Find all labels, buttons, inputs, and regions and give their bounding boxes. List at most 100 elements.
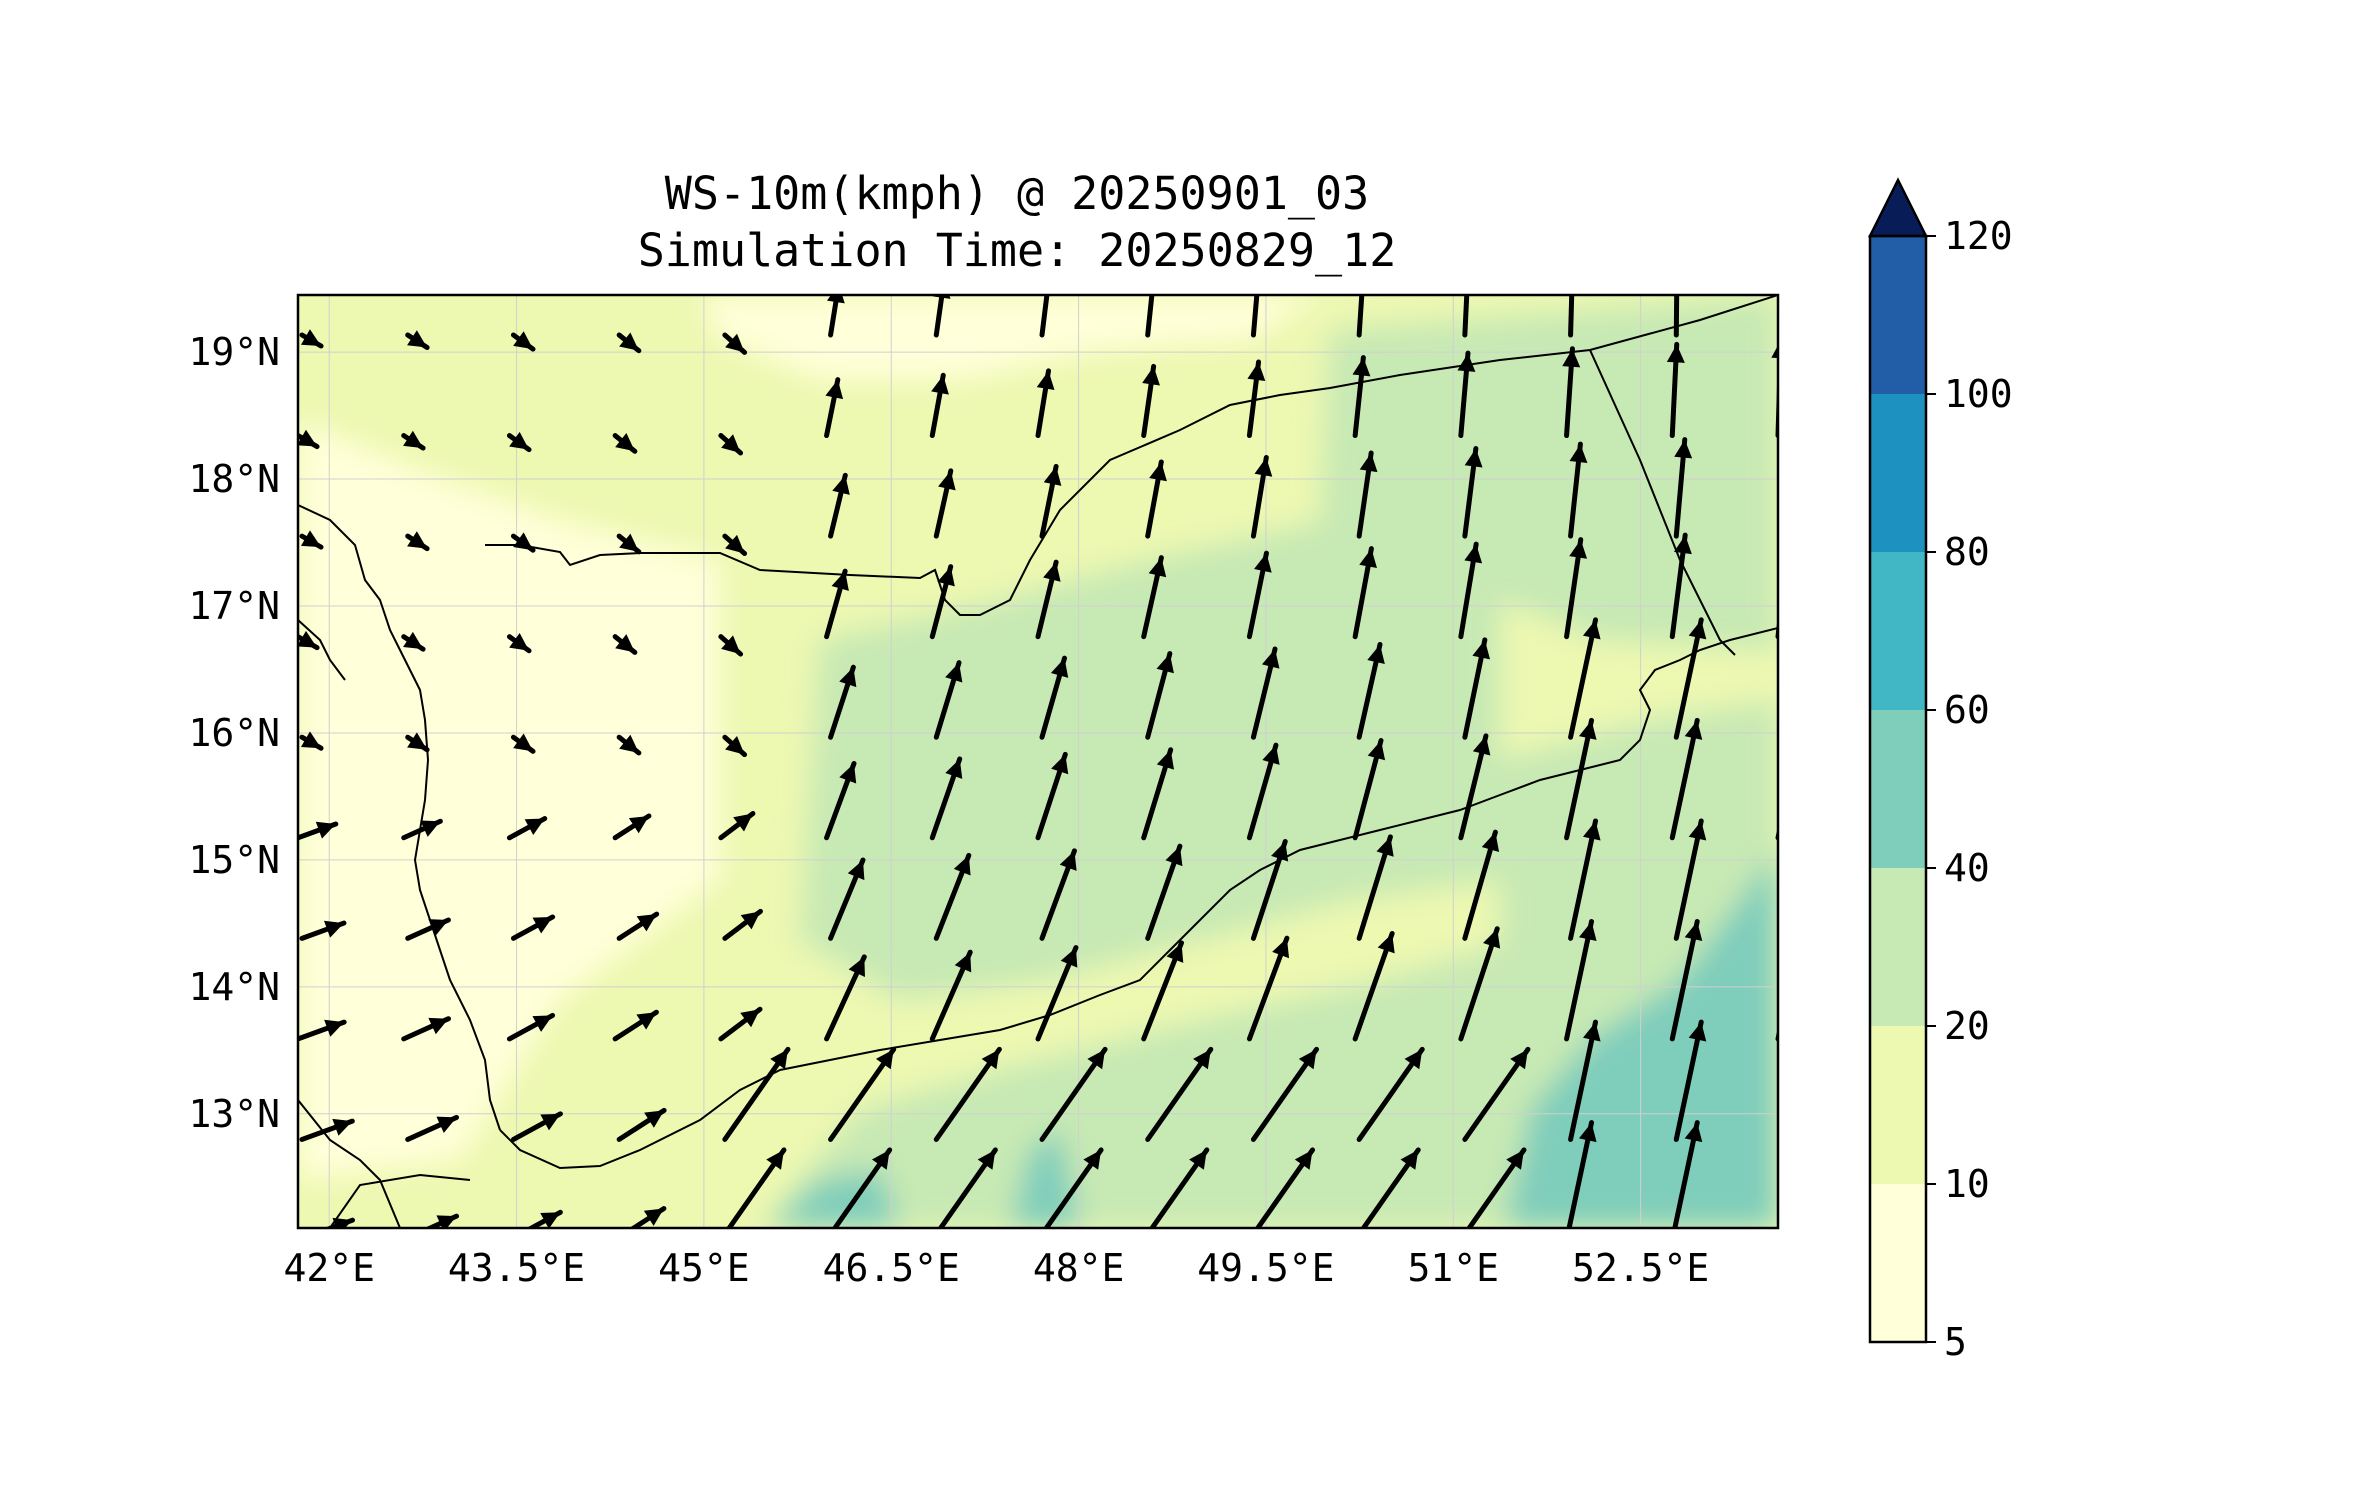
lat-tick-label: 15°N (188, 838, 280, 882)
wind-arrow-head (1156, 653, 1174, 674)
wind-arrow-head (1165, 846, 1183, 867)
wind-arrow-head (1684, 1122, 1703, 1143)
wind-arrow-head (1472, 735, 1491, 756)
wind-arrow-shaft (1462, 295, 1470, 338)
lat-tick-label: 17°N (188, 584, 280, 628)
wind-arrow-head (615, 634, 635, 653)
wind-arrow-head (1510, 1049, 1528, 1070)
wind-arrow-head (981, 1049, 1000, 1070)
wind-arrow-head (1247, 361, 1266, 381)
wind-arrow-head (619, 332, 639, 351)
wind-arrow-head (938, 470, 956, 491)
wind-arrow-head (1459, 258, 1477, 276)
wind-arrow-head (825, 379, 844, 400)
wind-arrow-shaft (933, 1046, 1002, 1142)
wind-arrow-head (740, 911, 761, 930)
wind-arrow-head (1043, 466, 1062, 486)
wind-arrow-head (977, 1149, 996, 1170)
wind-arrow-shaft (831, 1147, 893, 1228)
wind-arrow-head (323, 920, 344, 938)
wind-arrow-shaft (1669, 919, 1700, 1042)
colorbar-tick-label: 40 (1944, 846, 1990, 890)
wind-arrow-shaft (1566, 1120, 1595, 1228)
moderate-band-northeast (1320, 295, 1778, 650)
colorbar-tick-label: 100 (1944, 372, 2013, 416)
wind-arrow-head (513, 532, 534, 551)
colorbar-segment (1870, 236, 1926, 394)
lon-tick-label: 49.5°E (1197, 1246, 1334, 1290)
wind-arrow-head (540, 1212, 561, 1228)
wind-arrow-shaft (1782, 435, 1789, 536)
wind-arrow-head (1794, 1022, 1812, 1041)
calm-region-north (700, 295, 1320, 380)
wind-arrow-head (1087, 1049, 1106, 1070)
wind-arrow-head (1148, 557, 1167, 578)
wind-arrow-head (1563, 254, 1581, 272)
colorbar-segment (1870, 394, 1926, 552)
wind-arrow-head (945, 662, 963, 683)
wind-arrow-head (300, 530, 322, 548)
wind-arrow-shaft (1673, 1019, 1704, 1142)
wind-arrow-head (1036, 370, 1055, 391)
wind-arrow-shaft (1254, 1147, 1316, 1228)
colorbar-frame (1868, 234, 1928, 1344)
wind-arrow-head (1582, 619, 1601, 640)
wind-arrow-head (721, 635, 741, 655)
wind-arrow-head (1156, 749, 1175, 770)
wind-arrow-head (1472, 639, 1491, 660)
colorbar-tick-label: 20 (1944, 1004, 1990, 1048)
wind-arrow-shaft (1352, 930, 1395, 1042)
wind-arrow-head (839, 667, 857, 688)
wind-arrow-head (1464, 448, 1483, 468)
title-line-1: WS-10m(kmph) @ 20250901_03 (665, 167, 1369, 220)
colorbar-segment (1870, 868, 1926, 1026)
wind-arrow-shaft (937, 1147, 998, 1228)
wind-arrow-head (509, 632, 530, 651)
wind-arrow-head (1050, 658, 1069, 678)
wind-arrow-head (1794, 620, 1812, 639)
colorbar-extend-arrow (1867, 177, 1929, 238)
wind-arrow-shaft (933, 295, 945, 338)
wind-arrow-head (826, 295, 845, 304)
wind-arrow-head (1771, 345, 1778, 358)
wind-arrow-head (407, 531, 428, 549)
wind-arrow-head (1684, 720, 1703, 740)
coastline-red-sea (298, 504, 501, 1131)
lon-tick-label: 43.5°E (448, 1246, 585, 1290)
wind-arrow-shaft (1775, 825, 1778, 841)
lat-tick-label: 19°N (188, 330, 280, 374)
longitude-axis: 42°E 43.5°E 45°E 46.5°E 48°E 49.5°E 51°E 52.5°E (283, 1246, 1709, 1290)
wind-arrow-head (1457, 353, 1476, 372)
wind-arrow-head (407, 732, 428, 750)
lat-tick-label: 16°N (188, 711, 280, 755)
wind-arrow-shaft (1462, 829, 1498, 941)
wind-arrow-head (1794, 821, 1812, 840)
wind-arrow-head (945, 758, 963, 779)
wind-arrow-shaft (1462, 1046, 1531, 1142)
wind-arrow-head (770, 1049, 788, 1070)
graticule (298, 295, 1778, 1228)
wind-arrow-head (403, 430, 424, 449)
wind-arrow-shaft (1782, 821, 1807, 938)
wind-arrow-head (643, 1208, 664, 1226)
wind-arrow-head (1481, 832, 1500, 852)
wind-arrow-head (1582, 1022, 1601, 1042)
wind-arrow-shaft (1356, 1046, 1425, 1142)
wind-arrow-head (1684, 921, 1703, 941)
wind-arrow-shaft (1775, 1026, 1778, 1042)
wind-arrow-head (1254, 457, 1273, 477)
map-frame (296, 293, 1780, 1230)
wind-arrow-shaft (1782, 1022, 1807, 1139)
wind-arrow-head (619, 533, 639, 552)
wind-arrow-shaft (1782, 620, 1807, 737)
wind-arrow-head (766, 1149, 784, 1170)
wind-arrow-head (1083, 1149, 1102, 1170)
colorbar-tick-label: 120 (1944, 214, 2013, 258)
colorbar-segment (1870, 1184, 1926, 1342)
moderate-band-east (1500, 700, 1778, 980)
wind-arrow-shaft (726, 1147, 787, 1228)
wind-arrow-head (1376, 836, 1394, 857)
wind-arrow-head (954, 952, 972, 973)
wind-arrow-head (1790, 720, 1808, 739)
colorbar-tick-label: 60 (1944, 688, 1990, 732)
